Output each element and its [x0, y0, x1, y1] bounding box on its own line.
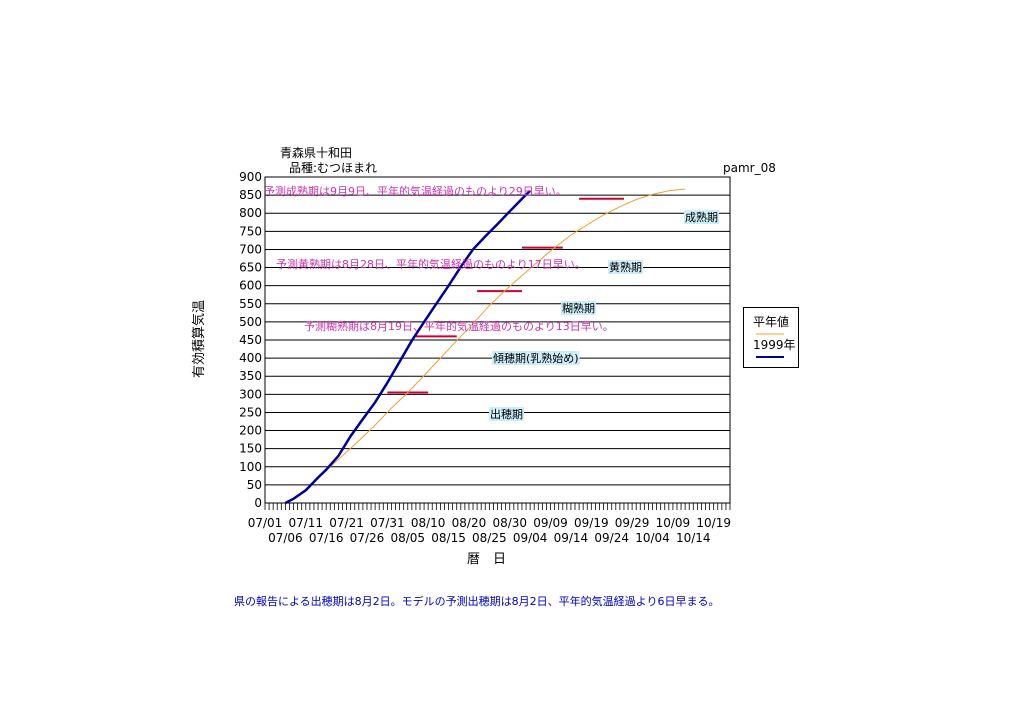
x-tick-label: 08/10: [411, 516, 446, 530]
legend-label-normal: 平年値: [753, 315, 790, 329]
x-tick-label: 09/24: [594, 531, 629, 545]
x-tick-label: 07/01: [248, 516, 283, 530]
y-axis-label: 有効積算気温: [192, 300, 207, 379]
series-line-1999: [284, 189, 531, 505]
y-tick-label: 300: [239, 387, 262, 401]
stage-label: 成熟期: [685, 210, 718, 224]
x-tick-label: 09/29: [615, 516, 650, 530]
y-tick-label: 750: [239, 224, 262, 238]
x-axis-label: 暦 日: [467, 552, 507, 567]
y-tick-label: 50: [247, 478, 262, 492]
x-tick-label: 07/11: [288, 516, 323, 530]
y-tick-label: 700: [239, 242, 262, 256]
y-tick-label: 800: [239, 206, 262, 220]
x-tick-label: 08/30: [492, 516, 527, 530]
prediction-annotation: 予測成熟期は9月9日、平年的気温経過のものより29日早い。: [264, 184, 567, 198]
x-tick-label: 09/19: [574, 516, 609, 530]
y-tick-label: 150: [239, 442, 262, 456]
x-tick-label: 07/21: [329, 516, 364, 530]
series-line-normal: [285, 188, 686, 504]
legend: 平年値 1999年: [743, 307, 799, 368]
legend-label-1999: 1999年: [753, 338, 796, 352]
y-tick-label: 600: [239, 279, 262, 293]
chart-title: 青森県十和田: [280, 146, 353, 160]
x-tick-label: 08/20: [452, 516, 487, 530]
stage-label-bg: [684, 210, 719, 224]
x-tick-label: 07/26: [350, 531, 385, 545]
stage-label-bg: [608, 260, 643, 274]
y-tick-label: 0: [254, 496, 262, 510]
y-tick-label: 450: [239, 333, 262, 347]
stage-label: 傾穂期(乳熟始め): [493, 351, 579, 365]
y-tick-label: 900: [239, 170, 262, 184]
prediction-annotation: 予測糊熟期は8月19日、平年的気温経過のものより13日早い。: [304, 319, 614, 333]
x-tick-label: 07/06: [268, 531, 303, 545]
y-tick-label: 500: [239, 315, 262, 329]
x-tick-label: 10/09: [656, 516, 691, 530]
y-tick-label: 400: [239, 351, 262, 365]
legend-swatch-normal: [756, 333, 784, 335]
stage-label-bg: [489, 407, 524, 421]
stage-label-bg: [561, 301, 596, 315]
stage-label: 黄熟期: [609, 260, 642, 274]
x-tick-label: 08/25: [472, 531, 507, 545]
stage-label: 出穂期: [490, 407, 523, 421]
y-tick-label: 350: [239, 369, 262, 383]
x-tick-label: 10/04: [635, 531, 670, 545]
legend-swatch-1999: [756, 356, 784, 358]
chart-code: pamr_08: [723, 161, 776, 175]
y-tick-label: 100: [239, 460, 262, 474]
x-tick-label: 09/09: [533, 516, 568, 530]
chart-subtitle: 品種:むつほまれ: [289, 161, 378, 175]
x-tick-label: 10/14: [676, 531, 711, 545]
stage-label: 糊熟期: [562, 301, 595, 315]
y-tick-label: 550: [239, 297, 262, 311]
x-tick-label: 09/04: [513, 531, 548, 545]
x-tick-label: 08/15: [431, 531, 466, 545]
footer-note: 県の報告による出穂期は8月2日。モデルの予測出穂期は8月2日、平年的気温経過より…: [234, 595, 720, 608]
x-tick-label: 07/16: [309, 531, 344, 545]
x-tick-label: 08/05: [390, 531, 425, 545]
y-tick-label: 250: [239, 405, 262, 419]
y-tick-label: 650: [239, 261, 262, 275]
prediction-annotation: 予測黄熟期は8月28日、平年的気温経過のものより17日早い。: [276, 257, 586, 271]
x-tick-label: 07/31: [370, 516, 405, 530]
stage-label-bg: [492, 351, 580, 365]
y-tick-label: 200: [239, 424, 262, 438]
x-tick-label: 09/14: [554, 531, 589, 545]
x-tick-label: 10/19: [696, 516, 731, 530]
y-tick-label: 850: [239, 188, 262, 202]
